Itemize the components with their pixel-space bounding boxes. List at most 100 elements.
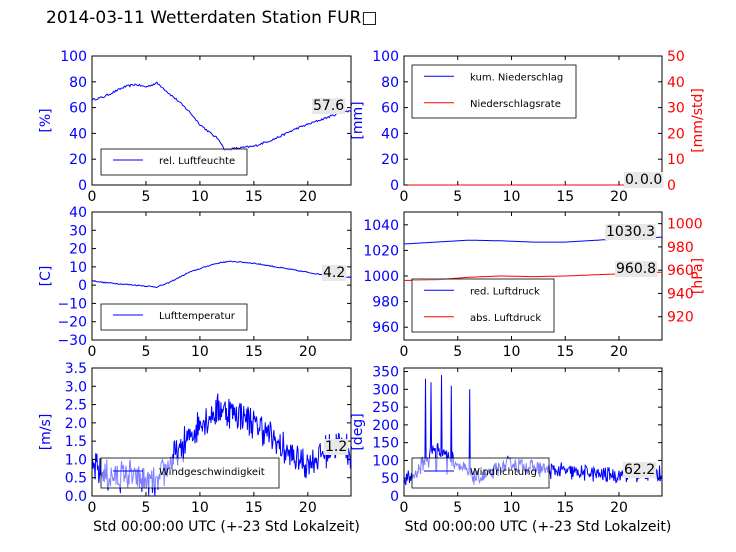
y-tick-label: 300	[372, 382, 399, 398]
legend: rel. Luftfeuchte	[100, 148, 248, 176]
x-tick-label: 20	[610, 344, 628, 360]
legend: Windrichtung	[411, 457, 550, 489]
last-value-label: 1030.3	[606, 224, 655, 240]
x-tick-label: 15	[556, 189, 574, 205]
x-tick-label: 5	[453, 344, 462, 360]
y-tick-label: 60	[381, 101, 399, 117]
y-tick-label: 0.5	[65, 471, 87, 487]
last-value-label: 0.0	[640, 172, 662, 188]
x-tick-label: 10	[191, 344, 209, 360]
y-axis-label: [mm]	[350, 101, 366, 139]
x-tick-label: 15	[245, 500, 263, 516]
y2-tick-label: 50	[667, 49, 685, 65]
y-tick-label: 20	[381, 152, 399, 168]
last-value-bg	[639, 172, 664, 188]
legend: Windgeschwindigkeit	[100, 457, 280, 489]
last-value-bg	[605, 224, 656, 240]
x-tick-label: 10	[503, 344, 521, 360]
legend-entry: Windgeschwindigkeit	[159, 467, 265, 478]
legend-entry: abs. Luftdruck	[470, 313, 541, 324]
y-tick-label: 1040	[363, 218, 399, 234]
y-tick-label: −30	[57, 333, 87, 349]
panel-temperature: 0 5 10 15 20 −30 −20 −10 0 10 20 30 40 [C] Lufttempera…	[38, 205, 352, 360]
y-tick-label: 2.5	[65, 398, 87, 414]
panel-precip: 0 5 10 15 20 0 20 40 60 80 100 0 10 20 30 40 50 [mm] [mm/s…	[350, 49, 706, 205]
y-tick-label: 0.0	[65, 489, 87, 505]
last-value-bg	[615, 261, 658, 277]
y-axis-label: [deg]	[350, 413, 366, 450]
y2-axis-label: [mm/std]	[690, 88, 706, 153]
y-tick-label: 200	[372, 418, 399, 434]
last-value-label: 1.2	[325, 439, 347, 455]
y2-tick-label: 960	[667, 263, 694, 279]
y-tick-label: 3.5	[65, 361, 87, 377]
x-tick-label: 5	[453, 500, 462, 516]
panel-pressure: 0 5 10 15 20 960 980 1000 1020 1040 920 940 960 980 10…	[363, 211, 706, 360]
x-tick-label: 20	[299, 500, 317, 516]
y-tick-label: 20	[69, 242, 87, 258]
y-tick-label: 0	[390, 178, 399, 194]
y-tick-label: 80	[381, 75, 399, 91]
y-tick-label: 20	[69, 152, 87, 168]
y-tick-label: 30	[69, 223, 87, 239]
y2-tick-label: 0	[667, 178, 676, 194]
x-axis-label: Std 00:00:00 UTC (+-23 Std Lokalzeit)	[93, 519, 360, 535]
y-tick-label: 100	[372, 453, 399, 469]
y-tick-label: 0	[78, 278, 87, 294]
x-tick-label: 10	[191, 500, 209, 516]
y-tick-label: 960	[372, 320, 399, 336]
y-tick-label: 1.5	[65, 434, 87, 450]
y-tick-label: 1000	[363, 269, 399, 285]
y-tick-label: 350	[372, 365, 399, 381]
x-tick-label: 20	[299, 344, 317, 360]
y2-tick-label: 940	[667, 286, 694, 302]
y-tick-label: 40	[69, 126, 87, 142]
last-value-bg	[324, 439, 349, 455]
y-tick-label: 1020	[363, 243, 399, 259]
x-tick-label: 5	[453, 189, 462, 205]
y-tick-label: 0	[78, 178, 87, 194]
y-tick-label: 80	[69, 75, 87, 91]
x-tick-label: 20	[610, 189, 628, 205]
y-tick-label: 100	[60, 49, 87, 65]
x-tick-label: 0	[88, 344, 97, 360]
last-value-bg	[322, 265, 347, 281]
y2-tick-label: 920	[667, 310, 694, 326]
x-tick-label: 15	[556, 500, 574, 516]
y-tick-label: 1.0	[65, 452, 87, 468]
last-value-bg	[623, 462, 657, 478]
x-tick-label: 15	[245, 344, 263, 360]
y-tick-label: 60	[69, 101, 87, 117]
x-tick-label: 10	[503, 189, 521, 205]
y2-tick-label: 1000	[667, 217, 703, 233]
legend-box	[411, 457, 550, 489]
legend-box	[100, 148, 248, 176]
legend-entry: Windrichtung	[470, 467, 537, 478]
y2-tick-label: 40	[667, 75, 685, 91]
y-tick-label: 0	[390, 489, 399, 505]
chart-title: 2014-03-11 Wetterdaten Station FUR□	[46, 8, 378, 28]
x-tick-label: 0	[400, 500, 409, 516]
legend: Lufttemperatur	[100, 303, 248, 331]
last-value-label: 960.8	[616, 261, 656, 277]
x-tick-label: 0	[88, 500, 97, 516]
x-tick-label: 5	[141, 189, 150, 205]
y-tick-label: 100	[372, 49, 399, 65]
x-tick-label: 10	[191, 189, 209, 205]
panel-humidity: 0 5 10 15 20 0 20 40 60 80 100 [%] rel. Luftfeuchte 5…	[38, 49, 352, 205]
y-tick-label: 50	[381, 471, 399, 487]
legend-box	[100, 303, 248, 331]
x-tick-label: 20	[299, 189, 317, 205]
legend-box	[411, 64, 577, 119]
panel-windspeed: 0 5 10 15 20 0.0 0.5 1.0 1.5 2.0 2.5 3.0 3.5 [m/s] Std…	[38, 361, 360, 535]
y2-tick-label: 980	[667, 240, 694, 256]
x-tick-label: 5	[141, 344, 150, 360]
y-axis-label: [C]	[38, 266, 54, 287]
legend: red. Luftdruck abs. Luftdruck	[411, 278, 555, 333]
y-tick-label: 40	[69, 205, 87, 221]
legend-entry: kum. Niederschlag	[470, 72, 563, 83]
y-tick-label: 40	[381, 126, 399, 142]
y2-tick-label: 20	[667, 126, 685, 142]
x-tick-label: 15	[556, 344, 574, 360]
y-tick-label: 10	[69, 260, 87, 276]
